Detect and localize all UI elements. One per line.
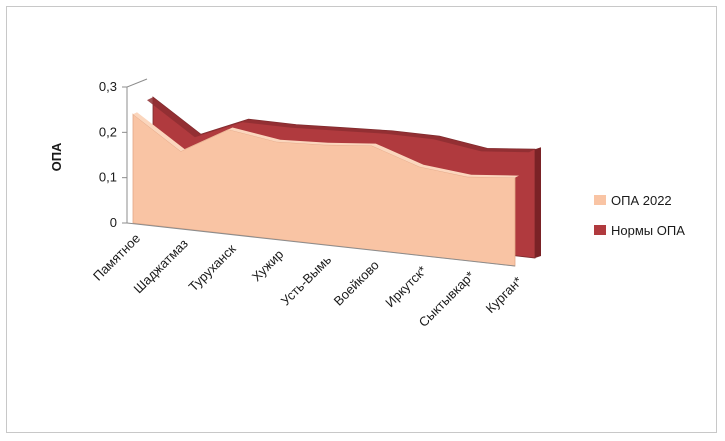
y-axis-title: ОПА — [49, 142, 64, 171]
x-category-label: Шаджатмаз — [131, 236, 191, 296]
x-category-label: Усть-Вымь — [278, 252, 334, 308]
y-tick-label: 0,1 — [99, 170, 117, 185]
x-category-label: Иркутск* — [382, 263, 429, 310]
series-normy-opa-endcap — [535, 147, 541, 258]
y-axis-depth-line — [126, 78, 148, 88]
x-category-label: Туруханск — [186, 241, 239, 294]
legend-swatch — [594, 195, 606, 205]
y-tick-label: 0,3 — [99, 79, 117, 94]
series-normy-opa-top — [147, 97, 535, 153]
x-category-label: Памятное — [90, 231, 143, 284]
y-tick-label: 0 — [110, 215, 117, 230]
legend-swatch — [594, 225, 606, 235]
legend-label: ОПА 2022 — [611, 193, 672, 208]
x-category-label: Воейково — [331, 257, 382, 308]
y-tick-label: 0,2 — [99, 124, 117, 139]
legend-label: Нормы ОПА — [611, 223, 685, 238]
chart-frame: 0 0,1 0,2 0,3 Памятное Шаджатмаз Туруханск Хужи… — [6, 6, 717, 433]
x-category-label: Курган* — [483, 274, 525, 316]
x-category-label: Хужир — [249, 247, 287, 285]
x-axis-line — [126, 222, 516, 267]
